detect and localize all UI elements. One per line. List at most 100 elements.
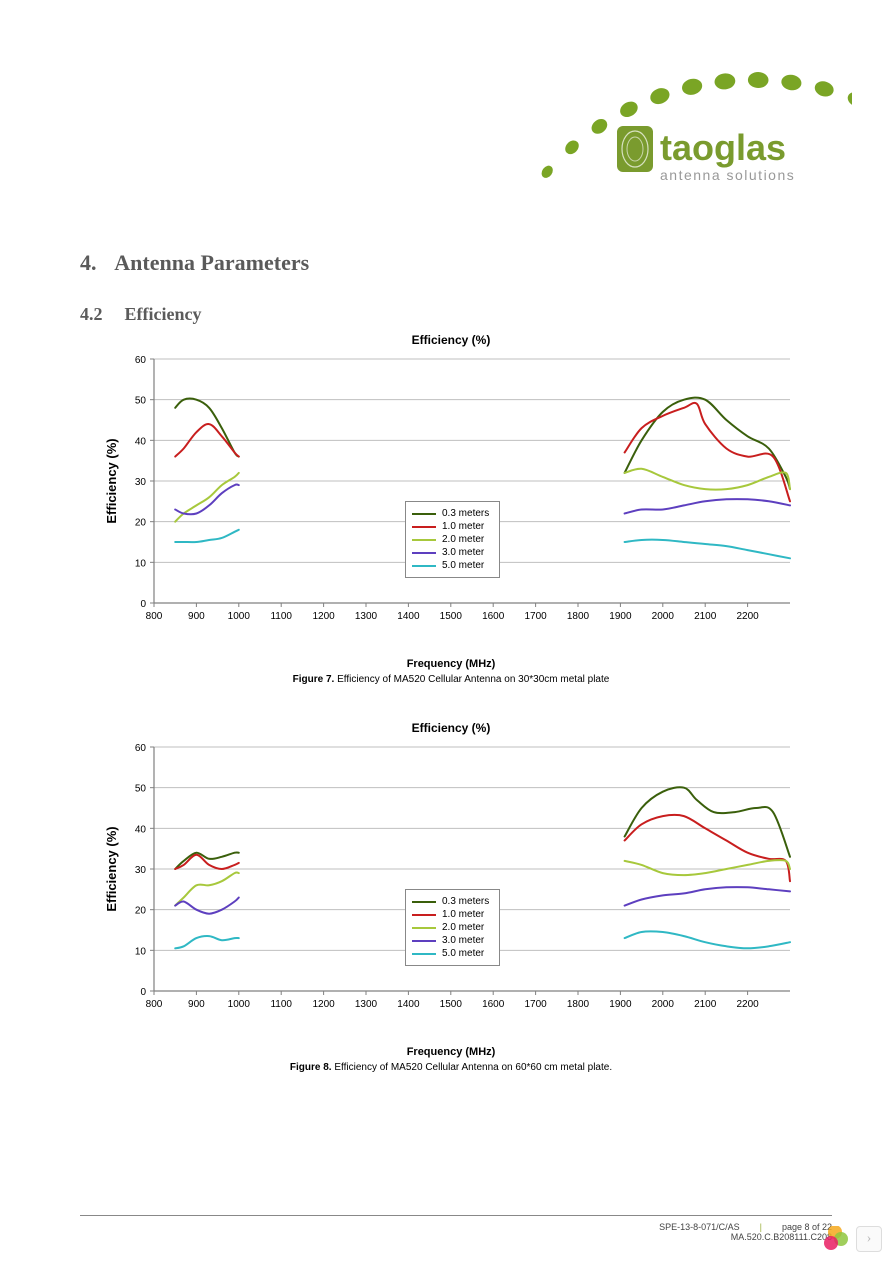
legend-label: 3.0 meter	[442, 547, 484, 558]
chevron-right-icon: ›	[867, 1231, 872, 1247]
chart2-legend: 0.3 meters 1.0 meter 2.0 meter 3.0 meter 5.0…	[405, 889, 500, 966]
legend-swatch	[412, 526, 436, 528]
legend-label: 1.0 meter	[442, 521, 484, 532]
svg-text:1800: 1800	[567, 611, 590, 622]
logo-tagline-text: antenna solutions	[660, 167, 795, 183]
svg-text:40: 40	[135, 824, 147, 835]
legend-swatch	[412, 552, 436, 554]
footer-divider	[80, 1215, 832, 1216]
legend-item: 1.0 meter	[412, 909, 489, 920]
svg-text:1600: 1600	[482, 611, 505, 622]
svg-text:800: 800	[146, 611, 163, 622]
legend-swatch	[412, 565, 436, 567]
chart2-caption: Figure 8. Efficiency of MA520 Cellular A…	[80, 1062, 822, 1073]
svg-text:1200: 1200	[312, 999, 335, 1010]
chart1-block: Efficiency (%) 0102030405060800900100011…	[80, 333, 822, 685]
legend-item: 3.0 meter	[412, 935, 489, 946]
svg-text:1000: 1000	[228, 611, 251, 622]
svg-text:50: 50	[135, 396, 147, 407]
pager-next-button[interactable]: ›	[856, 1226, 882, 1252]
svg-text:1400: 1400	[397, 611, 420, 622]
svg-text:1700: 1700	[524, 999, 547, 1010]
legend-swatch	[412, 927, 436, 929]
svg-text:1000: 1000	[228, 999, 251, 1010]
chart1-svg: 0102030405060800900100011001200130014001…	[100, 351, 800, 631]
chart2-figure-text: Efficiency of MA520 Cellular Antenna on …	[334, 1062, 612, 1073]
svg-text:Efficiency (%): Efficiency (%)	[104, 826, 119, 911]
svg-text:Efficiency (%): Efficiency (%)	[104, 438, 119, 523]
logo-svg: taoglas antenna solutions	[532, 20, 852, 200]
footer-sep: |	[760, 1222, 762, 1232]
footer-row-2: MA.520.C.B208111.C208	[80, 1232, 832, 1242]
legend-item: 5.0 meter	[412, 560, 489, 571]
svg-text:2000: 2000	[652, 999, 675, 1010]
legend-swatch	[412, 953, 436, 955]
legend-item: 0.3 meters	[412, 896, 489, 907]
svg-text:10: 10	[135, 946, 147, 957]
chart1-frame: 0102030405060800900100011001200130014001…	[100, 351, 802, 636]
footer-doc-id: SPE-13-8-071/C/AS	[659, 1222, 740, 1232]
legend-label: 1.0 meter	[442, 909, 484, 920]
svg-text:50: 50	[135, 784, 147, 795]
svg-text:1400: 1400	[397, 999, 420, 1010]
svg-text:2000: 2000	[652, 611, 675, 622]
chart1-caption: Figure 7. Efficiency of MA520 Cellular A…	[80, 674, 822, 685]
legend-item: 1.0 meter	[412, 521, 489, 532]
svg-text:900: 900	[188, 999, 205, 1010]
svg-text:1600: 1600	[482, 999, 505, 1010]
subsection-title: Efficiency	[125, 304, 202, 324]
svg-text:2100: 2100	[694, 611, 717, 622]
svg-text:2100: 2100	[694, 999, 717, 1010]
footer-product-code: MA.520.C.B208111.C208	[731, 1232, 832, 1242]
svg-text:2200: 2200	[736, 611, 759, 622]
svg-text:30: 30	[135, 865, 147, 876]
chart1-xlabel: Frequency (MHz)	[80, 658, 822, 670]
chart2-xlabel: Frequency (MHz)	[80, 1046, 822, 1058]
chart2-title: Efficiency (%)	[80, 721, 822, 735]
svg-text:1200: 1200	[312, 611, 335, 622]
svg-text:0: 0	[140, 599, 146, 610]
pager: ›	[822, 1226, 882, 1252]
svg-text:1100: 1100	[270, 611, 292, 622]
legend-label: 0.3 meters	[442, 508, 489, 519]
brand-logo: taoglas antenna solutions	[532, 20, 852, 200]
svg-text:1500: 1500	[440, 611, 463, 622]
legend-label: 5.0 meter	[442, 948, 484, 959]
chart1-legend: 0.3 meters 1.0 meter 2.0 meter 3.0 meter 5.0…	[405, 501, 500, 578]
page-footer: SPE-13-8-071/C/AS | page 8 of 22 MA.520.…	[80, 1215, 832, 1242]
svg-text:1700: 1700	[524, 611, 547, 622]
page-root: taoglas antenna solutions 4. Antenna Par…	[0, 0, 892, 1262]
svg-text:2200: 2200	[736, 999, 759, 1010]
legend-item: 0.3 meters	[412, 508, 489, 519]
svg-text:1500: 1500	[440, 999, 463, 1010]
chart1-figure-text: Efficiency of MA520 Cellular Antenna on …	[337, 674, 609, 685]
legend-item: 2.0 meter	[412, 534, 489, 545]
chart2-svg: 0102030405060800900100011001200130014001…	[100, 739, 800, 1019]
svg-text:1100: 1100	[270, 999, 292, 1010]
svg-text:10: 10	[135, 558, 147, 569]
legend-label: 0.3 meters	[442, 896, 489, 907]
legend-swatch	[412, 901, 436, 903]
svg-text:30: 30	[135, 477, 147, 488]
legend-label: 2.0 meter	[442, 922, 484, 933]
chart1-figure-label: Figure 7.	[293, 674, 335, 685]
svg-text:20: 20	[135, 906, 147, 917]
subsection-heading: 4.2 Efficiency	[80, 304, 822, 325]
chart2-frame: 0102030405060800900100011001200130014001…	[100, 739, 802, 1024]
legend-label: 5.0 meter	[442, 560, 484, 571]
section-number: 4.	[80, 250, 110, 276]
legend-swatch	[412, 539, 436, 541]
section-heading: 4. Antenna Parameters	[80, 250, 822, 276]
chart1-title: Efficiency (%)	[80, 333, 822, 347]
pager-flower-icon	[822, 1226, 848, 1252]
legend-swatch	[412, 513, 436, 515]
legend-item: 2.0 meter	[412, 922, 489, 933]
svg-text:1900: 1900	[609, 611, 632, 622]
chart2-block: Efficiency (%) 0102030405060800900100011…	[80, 721, 822, 1073]
svg-text:800: 800	[146, 999, 163, 1010]
legend-label: 3.0 meter	[442, 935, 484, 946]
legend-item: 5.0 meter	[412, 948, 489, 959]
logo-brand-text: taoglas	[660, 127, 786, 168]
svg-text:0: 0	[140, 987, 146, 998]
footer-row-1: SPE-13-8-071/C/AS | page 8 of 22	[80, 1222, 832, 1232]
